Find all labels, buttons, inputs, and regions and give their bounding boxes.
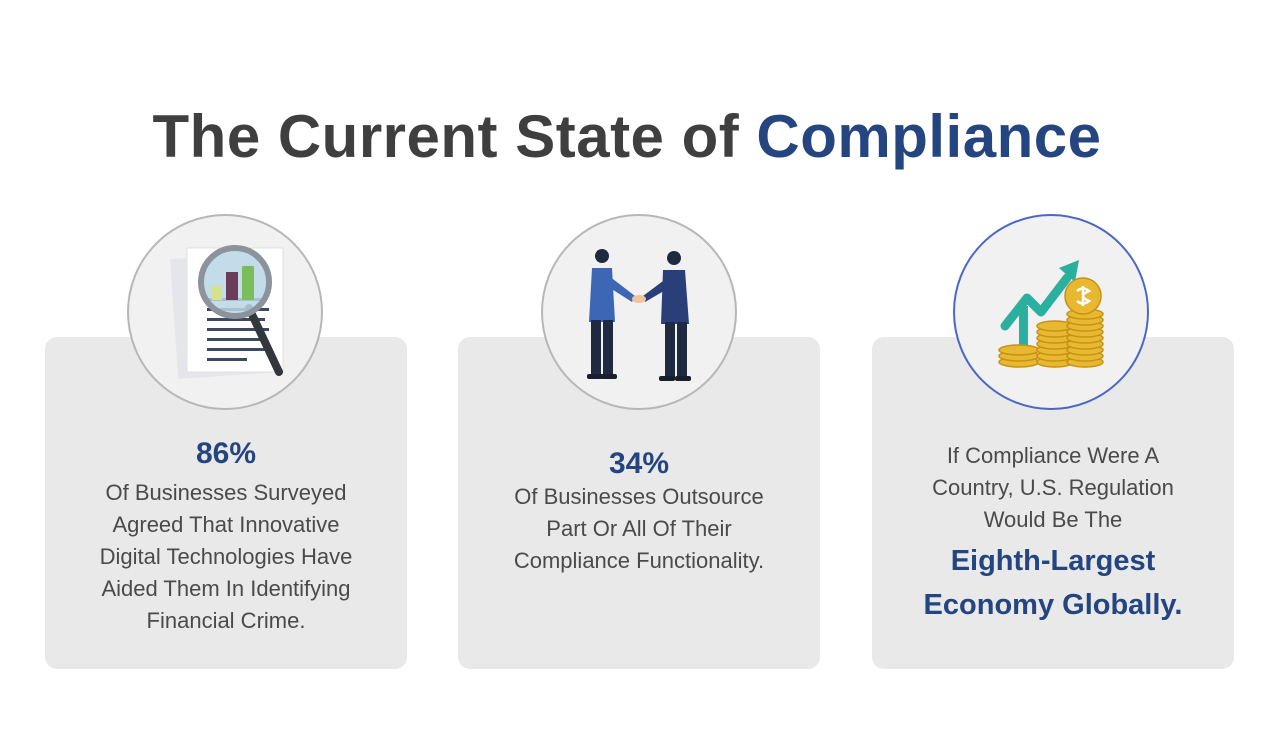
stat-card-2: 34% Of Businesses Outsource Part Or All … [458, 337, 820, 669]
handshake-icon [541, 214, 737, 410]
title-prefix: The Current State of [152, 103, 757, 171]
stat-value: 86% [195, 437, 257, 470]
stat-description: Of Businesses Surveyed Agreed That Innov… [45, 477, 407, 637]
highlight-line: Eighth-Largest [950, 545, 1156, 577]
description-line: Of Businesses Surveyed [105, 480, 347, 505]
description-line: Digital Technologies Have [99, 544, 353, 569]
stat-description: Of Businesses Outsource Part Or All Of T… [458, 481, 820, 577]
magnifier-report-icon [127, 214, 323, 410]
description-line: Would Be The [983, 507, 1123, 532]
description-line: Agreed That Innovative [112, 512, 340, 537]
description-line: Of Businesses Outsource [514, 484, 764, 509]
title-accent: Compliance [756, 103, 1102, 171]
highlight-line: Economy Globally. [923, 589, 1183, 621]
description-line: Compliance Functionality. [513, 548, 765, 573]
coins-growth-icon [953, 214, 1149, 410]
stat-description: If Compliance Were A Country, U.S. Regul… [872, 440, 1234, 536]
stat-highlight: Eighth-Largest Economy Globally. [872, 539, 1234, 627]
description-line: Country, U.S. Regulation [932, 475, 1174, 500]
page-title: The Current State of Compliance [0, 102, 1254, 171]
stat-value: 34% [608, 447, 670, 480]
description-line: Financial Crime. [146, 608, 306, 633]
description-line: Aided Them In Identifying [101, 576, 351, 601]
description-line: If Compliance Were A [946, 443, 1160, 468]
description-line: Part Or All Of Their [546, 516, 732, 541]
